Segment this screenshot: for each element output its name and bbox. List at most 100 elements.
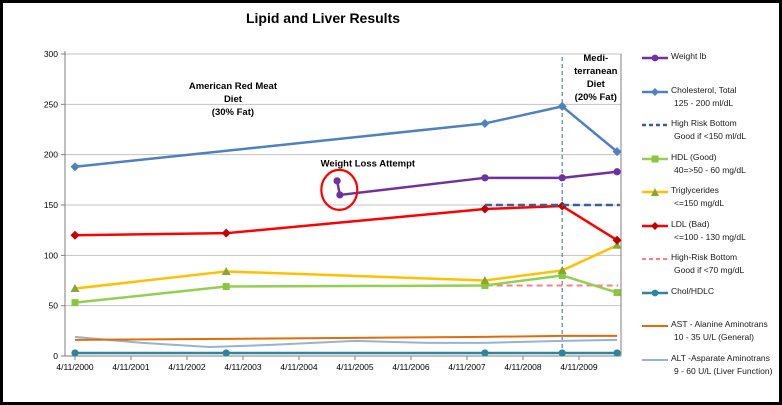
ast-legend-swatch-icon — [642, 325, 668, 327]
hdl-legend-swatch-icon — [642, 155, 668, 162]
legend-label-line2: <=100 - 130 mg/dL — [674, 231, 746, 242]
cholesterol-total-legend-swatch-icon — [642, 87, 668, 96]
weight-legend-swatch-icon — [642, 54, 668, 62]
data-point — [612, 235, 622, 245]
annotation-american-red-meat-diet: Diet — [224, 94, 243, 105]
high-risk-bottom-cholesterol-legend-swatch-icon — [642, 123, 668, 127]
ldl-legend-swatch-icon — [642, 221, 668, 230]
legend-item-hdl: HDL (Good) 40=>50 - 60 mg/dL — [641, 151, 779, 185]
series-alt — [74, 335, 618, 348]
x-axis-label: 4/11/2007 — [448, 362, 485, 372]
data-point — [221, 266, 231, 275]
data-point — [222, 349, 230, 357]
legend-label-line1: HDL (Good) — [671, 151, 717, 162]
chol-hdlc-legend-swatch-icon — [642, 289, 668, 296]
data-point — [70, 284, 80, 293]
series-ldl — [74, 204, 618, 242]
data-point — [613, 289, 621, 297]
series-cholesterol-total — [74, 105, 618, 168]
data-point — [480, 204, 490, 214]
legend-label-line2: <=150 mg/dL — [674, 198, 725, 208]
data-point — [557, 265, 567, 274]
legend-label-line1: LDL (Bad) — [671, 218, 710, 229]
legend-item-alt: ALT -Asparate Aminotrans 9 - 60 U/L (Live… — [641, 352, 779, 386]
legend-marker — [651, 87, 659, 96]
data-point — [480, 118, 490, 128]
alt-legend-swatch-icon — [642, 358, 668, 361]
data-point — [71, 299, 79, 307]
y-axis-label: 50 — [49, 301, 59, 311]
series-weight — [335, 170, 618, 197]
legend-label-line1: Triglycerides — [671, 185, 719, 195]
x-axis-label: 4/11/2009 — [560, 362, 597, 372]
legend-label-hdl: HDL (Good) 40=>50 - 60 mg/dL — [669, 151, 746, 177]
legend-label-high-risk-bottom-ldl: High-Risk Bottom Good if <70 mg/dL — [669, 251, 744, 277]
legend-label-weight: Weight lb — [669, 50, 706, 63]
data-point — [71, 349, 79, 357]
data-point — [558, 271, 566, 279]
x-axis-label: 4/11/2000 — [56, 362, 93, 372]
legend-label-line2: 10 - 35 U/L (General) — [674, 332, 754, 342]
legend-label-line1: Cholesterol, Total — [671, 84, 737, 95]
annotation-mediterranean-diet: terranean — [574, 66, 617, 77]
legend-label-line1: AST - Alanine Aminotrans — [671, 319, 768, 329]
x-axis-label: 4/11/2005 — [336, 362, 373, 372]
y-axis-label: 250 — [44, 99, 58, 109]
y-axis-label: 0 — [53, 351, 58, 361]
y-axis-label: 200 — [44, 150, 58, 160]
legend-label-line2: 125 - 200 ml/dL — [674, 97, 734, 108]
legend-label-chol-hdlc: Chol/HDLC — [669, 285, 714, 298]
legend-marker — [651, 188, 659, 196]
legend-label-line1: Chol/HDLC — [671, 285, 714, 296]
data-point — [70, 162, 80, 172]
x-axis-label: 4/11/2006 — [392, 362, 429, 372]
annotation-weight-loss-attempt: Weight Loss Attempt — [321, 159, 416, 170]
data-point — [221, 228, 231, 238]
legend-item-chol-hdlc: Chol/HDLC — [641, 285, 779, 319]
legend-item-cholesterol-total: Cholesterol, Total 125 - 200 ml/dL — [641, 84, 779, 118]
x-axis-label: 4/11/2008 — [504, 362, 541, 372]
x-axis-label: 4/11/2003 — [224, 362, 261, 372]
data-point — [612, 147, 622, 157]
legend-label-line1: ALT -Asparate Aminotrans — [671, 352, 770, 363]
legend-label-line2: 9 - 60 U/L (Liver Function) — [674, 365, 773, 376]
x-axis-label: 4/11/2002 — [168, 362, 205, 372]
series-ast — [74, 334, 618, 341]
legend-label-line1: High-Risk Bottom — [671, 252, 738, 262]
legend-item-weight: Weight lb — [641, 50, 779, 84]
legend-item-ldl: LDL (Bad) <=100 - 130 mg/dL — [641, 218, 779, 252]
annotation-american-red-meat-diet: American Red Meat — [189, 81, 278, 92]
data-point — [557, 101, 567, 111]
y-axis-label: 300 — [44, 49, 58, 59]
legend-label-line2: Good if <150 ml/dL — [674, 131, 747, 141]
data-point — [481, 174, 489, 182]
legend-label-triglycerides: Triglycerides <=150 mg/dL — [669, 184, 724, 210]
data-point — [333, 177, 341, 185]
legend-label-ldl: LDL (Bad) <=100 - 130 mg/dL — [669, 218, 746, 244]
annotation-mediterranean-diet: Medi- — [583, 53, 608, 64]
y-axis-label: 100 — [44, 250, 58, 260]
chart-legend: Weight lb Cholesterol, Total 125 - 200 ml/… — [641, 50, 779, 386]
legend-marker — [651, 221, 659, 230]
legend-item-high-risk-bottom-ldl: High-Risk Bottom Good if <70 mg/dL — [641, 251, 779, 285]
chart-plot-area: 0 50 100 150 200 250 300 4/11/2000 4/11/2001 4/11… — [44, 49, 622, 372]
series-triglycerides — [74, 244, 618, 290]
data-point — [481, 349, 489, 357]
legend-item-high-risk-bottom-cholesterol: High Risk Bottom Good if <150 ml/dL — [641, 117, 779, 151]
legend-label-high-risk-bottom-cholesterol: High Risk Bottom Good if <150 ml/dL — [669, 117, 746, 143]
data-point — [480, 276, 490, 284]
data-point — [612, 240, 622, 249]
legend-marker — [651, 155, 659, 162]
annotation-mediterranean-diet: Diet — [587, 79, 606, 90]
data-point — [613, 168, 621, 176]
high-risk-bottom-ldl-legend-swatch-icon — [642, 258, 668, 260]
y-axis-label: 150 — [44, 200, 58, 210]
data-point — [70, 230, 80, 240]
chart-title: Lipid and Liver Results — [245, 10, 401, 26]
data-point — [613, 349, 621, 357]
legend-item-ast: AST - Alanine Aminotrans 10 - 35 U/L (Gen… — [641, 318, 779, 352]
legend-marker — [651, 289, 659, 296]
legend-label-line1: Weight lb — [671, 51, 707, 61]
x-axis-label: 4/11/2001 — [112, 362, 149, 372]
